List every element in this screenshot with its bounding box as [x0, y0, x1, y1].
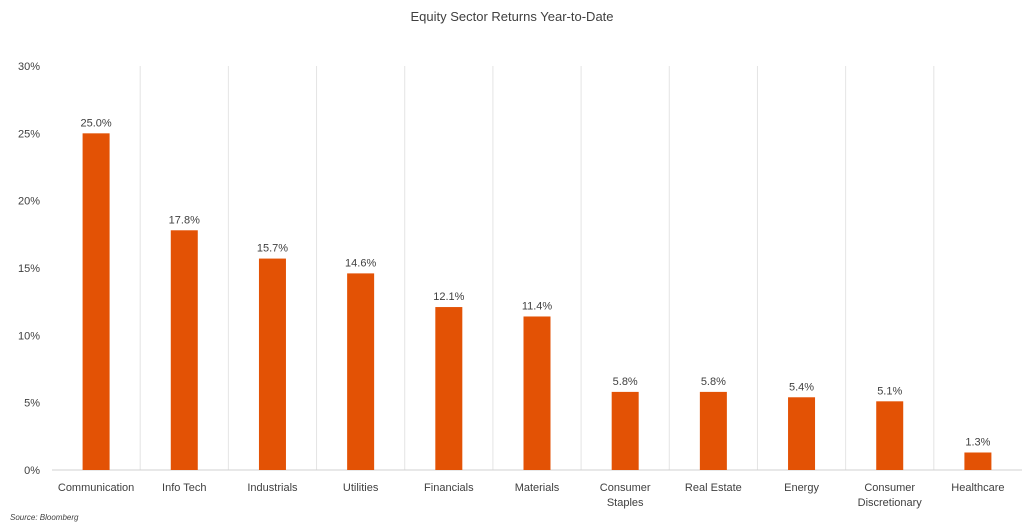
data-label: 14.6%	[345, 257, 376, 269]
data-label: 5.1%	[877, 385, 902, 397]
chart-title: Equity Sector Returns Year-to-Date	[410, 9, 613, 24]
data-label: 17.8%	[169, 214, 200, 226]
bars	[82, 133, 992, 471]
bar	[435, 307, 463, 470]
x-tick-label: Financials	[424, 482, 474, 494]
bar	[347, 273, 375, 470]
y-tick-label: 30%	[18, 61, 40, 73]
bar	[258, 258, 286, 470]
data-label: 5.8%	[613, 376, 638, 388]
x-axis: Communication Info Tech Industrials Utiliti…	[58, 482, 1005, 509]
y-tick-label: 10%	[18, 330, 40, 342]
data-label: 5.4%	[789, 381, 814, 393]
bar	[964, 452, 992, 470]
y-tick-label: 20%	[18, 196, 40, 208]
y-axis: 0% 5% 10% 15% 20% 25% 30%	[18, 61, 1022, 477]
x-tick-label: Utilities	[343, 482, 379, 494]
x-tick-label: Consumer Staples	[600, 482, 651, 509]
data-labels: 25.0% 17.8% 15.7% 14.6% 12.1% 11.4% 5.8% 5.8% 5.…	[80, 117, 990, 448]
y-tick-label: 0%	[24, 465, 40, 477]
x-tick-label: Energy	[784, 482, 819, 494]
x-tick-label: Materials	[515, 482, 560, 494]
x-tick-label: Healthcare	[951, 482, 1004, 494]
x-tick-label: Consumer Discretionary	[858, 482, 923, 509]
source-note: Source: Bloomberg	[10, 513, 79, 522]
x-tick-label: Real Estate	[685, 482, 742, 494]
data-label: 11.4%	[522, 300, 553, 312]
bar	[82, 133, 110, 471]
bar	[523, 316, 551, 470]
bar	[611, 391, 639, 470]
data-label: 12.1%	[433, 291, 464, 303]
grid-lines	[139, 66, 935, 470]
x-tick-label: Info Tech	[162, 482, 206, 494]
bar	[699, 391, 727, 470]
y-tick-label: 15%	[18, 263, 40, 275]
x-tick-label: Industrials	[247, 482, 298, 494]
data-label: 5.8%	[701, 376, 726, 388]
data-label: 1.3%	[965, 436, 990, 448]
y-tick-label: 5%	[24, 398, 40, 410]
data-label: 25.0%	[80, 117, 111, 129]
y-tick-label: 25%	[18, 128, 40, 140]
x-tick-label: Communication	[58, 482, 134, 494]
bar	[788, 397, 816, 470]
bar	[876, 401, 904, 470]
bar	[170, 230, 198, 470]
data-label: 15.7%	[257, 243, 288, 255]
